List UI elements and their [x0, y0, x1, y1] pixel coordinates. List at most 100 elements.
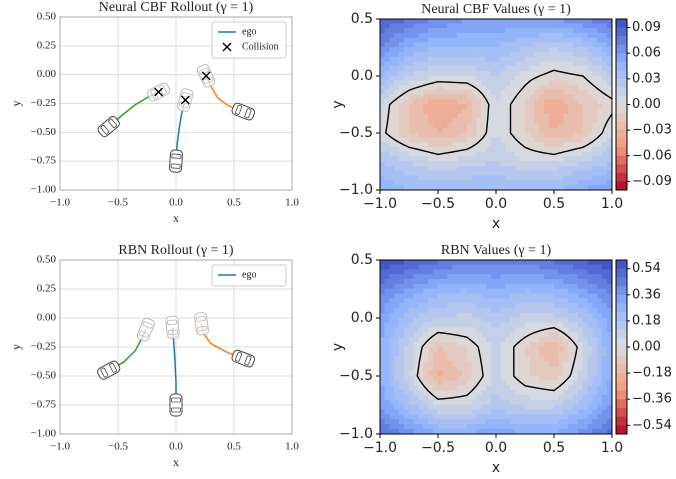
contour-cell: [452, 156, 458, 162]
contour-cell: [457, 37, 463, 44]
contour-cell: [495, 42, 502, 48]
contour-cell: [515, 70, 521, 77]
contour-cell: [384, 317, 390, 324]
contour-cell: [573, 89, 579, 96]
contour-cell: [534, 322, 540, 328]
contour-cell: [573, 75, 579, 82]
contour-cell: [428, 370, 434, 377]
contour-cell: [582, 332, 589, 338]
contour-cell: [505, 61, 511, 67]
contour-cell: [495, 123, 502, 129]
contour-cell: [423, 317, 429, 324]
contour-cell: [573, 308, 579, 314]
contour-cell: [471, 419, 477, 425]
contour-cell: [408, 293, 415, 299]
contour-cell: [539, 317, 545, 324]
contour-cell: [457, 146, 463, 153]
contour-cell: [403, 390, 410, 396]
contour-cell: [452, 356, 458, 362]
contour-cell: [466, 75, 473, 82]
contour-cell: [553, 80, 560, 86]
contour-cell: [403, 327, 410, 333]
car-body: [169, 149, 183, 173]
contour-cell: [486, 37, 492, 44]
contour-cell: [602, 356, 608, 362]
contour-cell: [568, 80, 574, 86]
contour-cell: [577, 375, 584, 382]
contour-cell: [500, 356, 506, 362]
contour-cell: [471, 428, 477, 435]
contour-cell: [515, 151, 521, 158]
contour-cell: [529, 337, 535, 343]
contour-cell: [495, 108, 502, 115]
contour-cell: [553, 322, 560, 328]
contour-cell: [486, 332, 492, 338]
contour-cell: [597, 104, 603, 110]
contour-cell: [592, 94, 598, 101]
contour-cell: [428, 175, 434, 181]
contour-cell: [394, 279, 400, 285]
contour-cell: [413, 428, 419, 435]
contour-cell: [510, 346, 516, 353]
contour-cell: [379, 419, 386, 425]
contour-cell: [437, 361, 444, 367]
contour-cell: [558, 56, 564, 63]
contour-cell: [476, 303, 482, 309]
contour-cell: [399, 341, 405, 348]
contour-cell: [384, 264, 390, 270]
contour-cell: [408, 370, 415, 377]
contour-cell: [399, 175, 405, 181]
contour-cell: [389, 32, 395, 39]
contour-cell: [437, 380, 444, 386]
contour-cell: [539, 375, 545, 382]
contour-cell: [563, 283, 569, 290]
contour-cell: [529, 414, 535, 420]
contour-cell: [418, 288, 424, 295]
contour-cell: [553, 279, 560, 285]
contour-cell: [505, 94, 511, 101]
contour-cell: [481, 375, 487, 382]
contour-cell: [399, 108, 405, 115]
contour-cell: [529, 61, 535, 67]
contour-cell: [510, 89, 516, 96]
contour-cell: [548, 264, 555, 270]
contour-cell: [505, 175, 511, 181]
contour-cell: [384, 70, 390, 77]
contour-cell: [544, 23, 550, 29]
contour-cell: [399, 127, 405, 134]
contour-cell: [476, 94, 482, 101]
contour-cell: [437, 366, 444, 372]
contour-cell: [413, 99, 419, 105]
contour-cell: [519, 298, 526, 304]
contour-cell: [568, 118, 574, 124]
contour-cell: [457, 308, 463, 314]
contour-cell: [577, 414, 584, 420]
contour-cell: [539, 385, 545, 391]
contour-cell: [582, 127, 589, 134]
x-tick-label: 0.5: [227, 441, 241, 453]
contour-cell: [568, 42, 574, 48]
x-tick-label: 1.0: [601, 440, 623, 456]
contour-cell: [408, 279, 415, 285]
contour-cell: [452, 89, 458, 96]
contour-cell: [471, 317, 477, 324]
contour-cell: [539, 61, 545, 67]
contour-cell: [457, 375, 463, 382]
contour-cell: [457, 356, 463, 362]
contour-cell: [602, 89, 608, 96]
contour-cell: [500, 279, 506, 285]
contour-cell: [558, 317, 564, 324]
contour-cell: [505, 170, 511, 177]
contour-cell: [399, 264, 405, 270]
contour-cell: [490, 274, 497, 280]
contour-cell: [544, 259, 550, 266]
contour-cell: [418, 361, 424, 367]
contour-cell: [437, 428, 444, 435]
contour-cell: [505, 308, 511, 314]
contour-cell: [606, 337, 613, 343]
contour-cell: [577, 351, 584, 357]
contour-cell: [452, 175, 458, 181]
contour-cell: [495, 146, 502, 153]
contour-cell: [568, 113, 574, 120]
contour-cell: [524, 351, 531, 357]
